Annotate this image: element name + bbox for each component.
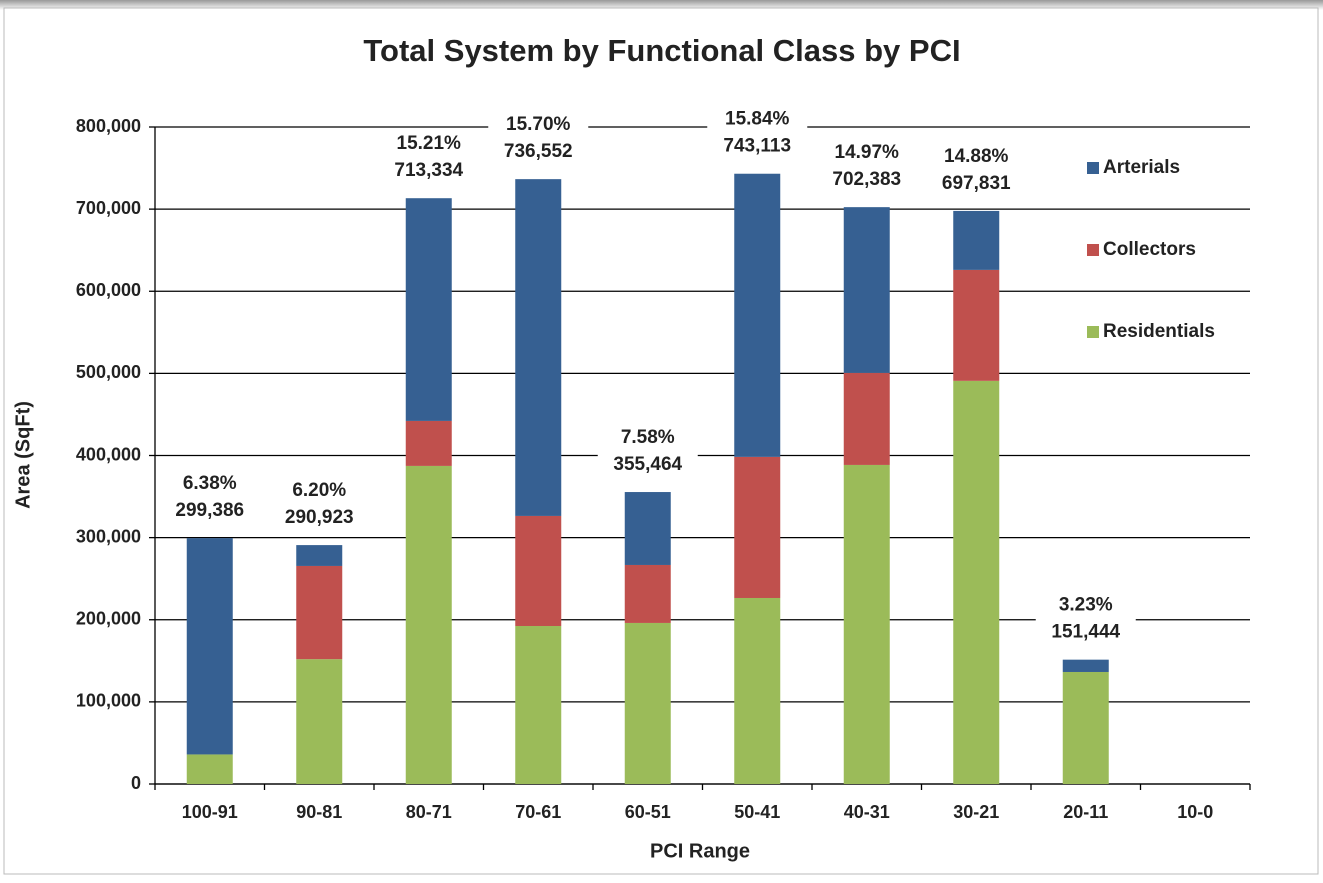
total-label: 151,444 xyxy=(1051,622,1120,643)
y-tick-label: 300,000 xyxy=(76,526,141,546)
percent-label: 14.97% xyxy=(835,142,900,163)
bar-segment xyxy=(953,210,1000,270)
total-label: 702,383 xyxy=(832,169,901,190)
chart-title: Total System by Functional Class by PCI xyxy=(363,33,960,68)
total-label: 743,113 xyxy=(723,136,791,157)
label-bg xyxy=(159,470,260,527)
total-label: 299,386 xyxy=(175,500,244,521)
percent-label: 15.21% xyxy=(397,133,462,154)
bar-segment xyxy=(734,597,781,784)
label-bg xyxy=(1035,591,1136,648)
bar-segment xyxy=(296,659,343,784)
legend-swatch xyxy=(1087,244,1099,256)
bar-segment xyxy=(186,754,233,784)
total-label: 290,923 xyxy=(285,507,354,528)
legend-bg xyxy=(1080,232,1248,268)
percent-label: 15.70% xyxy=(506,114,571,135)
y-tick-label: 100,000 xyxy=(76,691,141,711)
bar-segment xyxy=(624,622,671,784)
bar-segment xyxy=(405,420,452,466)
x-tick-label: 40-31 xyxy=(844,802,890,822)
percent-label: 7.58% xyxy=(621,427,675,448)
bar-segment xyxy=(1062,659,1109,672)
x-tick-label: 80-71 xyxy=(406,802,452,822)
legend-swatch xyxy=(1087,162,1099,174)
legend-label: Collectors xyxy=(1103,239,1196,260)
bar-segment xyxy=(296,545,343,566)
bar-segment xyxy=(734,173,781,457)
x-tick-label: 100-91 xyxy=(182,802,238,822)
total-label: 713,334 xyxy=(394,160,463,181)
x-axis-title: PCI Range xyxy=(650,840,750,862)
bar-segment xyxy=(843,207,890,373)
label-bg xyxy=(707,105,808,162)
total-label: 736,552 xyxy=(504,141,573,162)
bar-segment xyxy=(953,269,1000,381)
x-tick-label: 30-21 xyxy=(953,802,999,822)
bar-segment xyxy=(405,198,452,421)
legend-bg xyxy=(1080,150,1248,186)
x-tick-label: 90-81 xyxy=(296,802,342,822)
label-bg xyxy=(597,424,698,481)
x-tick-label: 60-51 xyxy=(625,802,671,822)
x-tick-label: 10-0 xyxy=(1177,802,1213,822)
percent-label: 6.38% xyxy=(183,473,237,494)
bar-segment xyxy=(624,564,671,623)
bar-segment xyxy=(624,492,671,565)
y-tick-label: 200,000 xyxy=(76,609,141,629)
total-label: 697,831 xyxy=(942,173,1011,194)
bar-segment xyxy=(515,515,562,626)
legend-label: Residentials xyxy=(1103,321,1215,342)
percent-label: 15.84% xyxy=(725,109,790,130)
bar-segment xyxy=(186,538,233,755)
bar-segment xyxy=(515,179,562,516)
percent-label: 14.88% xyxy=(944,146,1009,167)
percent-label: 6.20% xyxy=(292,480,346,501)
bar-segment xyxy=(1062,671,1109,784)
x-tick-label: 20-11 xyxy=(1063,802,1108,822)
bar-segment xyxy=(405,465,452,784)
percent-label: 3.23% xyxy=(1059,595,1113,616)
y-tick-label: 700,000 xyxy=(76,198,141,218)
x-tick-label: 70-61 xyxy=(515,802,561,822)
bar-segment xyxy=(515,625,562,784)
legend-label: Arterials xyxy=(1103,157,1180,178)
total-label: 355,464 xyxy=(613,454,682,475)
y-tick-label: 800,000 xyxy=(76,116,141,136)
bar-segment xyxy=(734,456,781,598)
bar-segment xyxy=(953,380,1000,784)
label-bg xyxy=(816,139,917,196)
frame-shadow xyxy=(0,0,1323,10)
label-bg xyxy=(488,111,589,168)
x-tick-label: 50-41 xyxy=(734,802,780,822)
y-tick-label: 0 xyxy=(131,773,141,793)
y-tick-label: 400,000 xyxy=(76,444,141,464)
bar-segment xyxy=(843,464,890,784)
y-tick-label: 500,000 xyxy=(76,362,141,382)
label-bg xyxy=(926,142,1027,199)
bar-segment xyxy=(843,372,890,465)
bar-segment xyxy=(296,565,343,660)
label-bg xyxy=(269,477,370,534)
legend-swatch xyxy=(1087,326,1099,338)
label-bg xyxy=(378,130,479,187)
legend-bg xyxy=(1080,314,1248,350)
y-tick-label: 600,000 xyxy=(76,280,141,300)
y-axis-title: Area (SqFt) xyxy=(12,401,34,509)
